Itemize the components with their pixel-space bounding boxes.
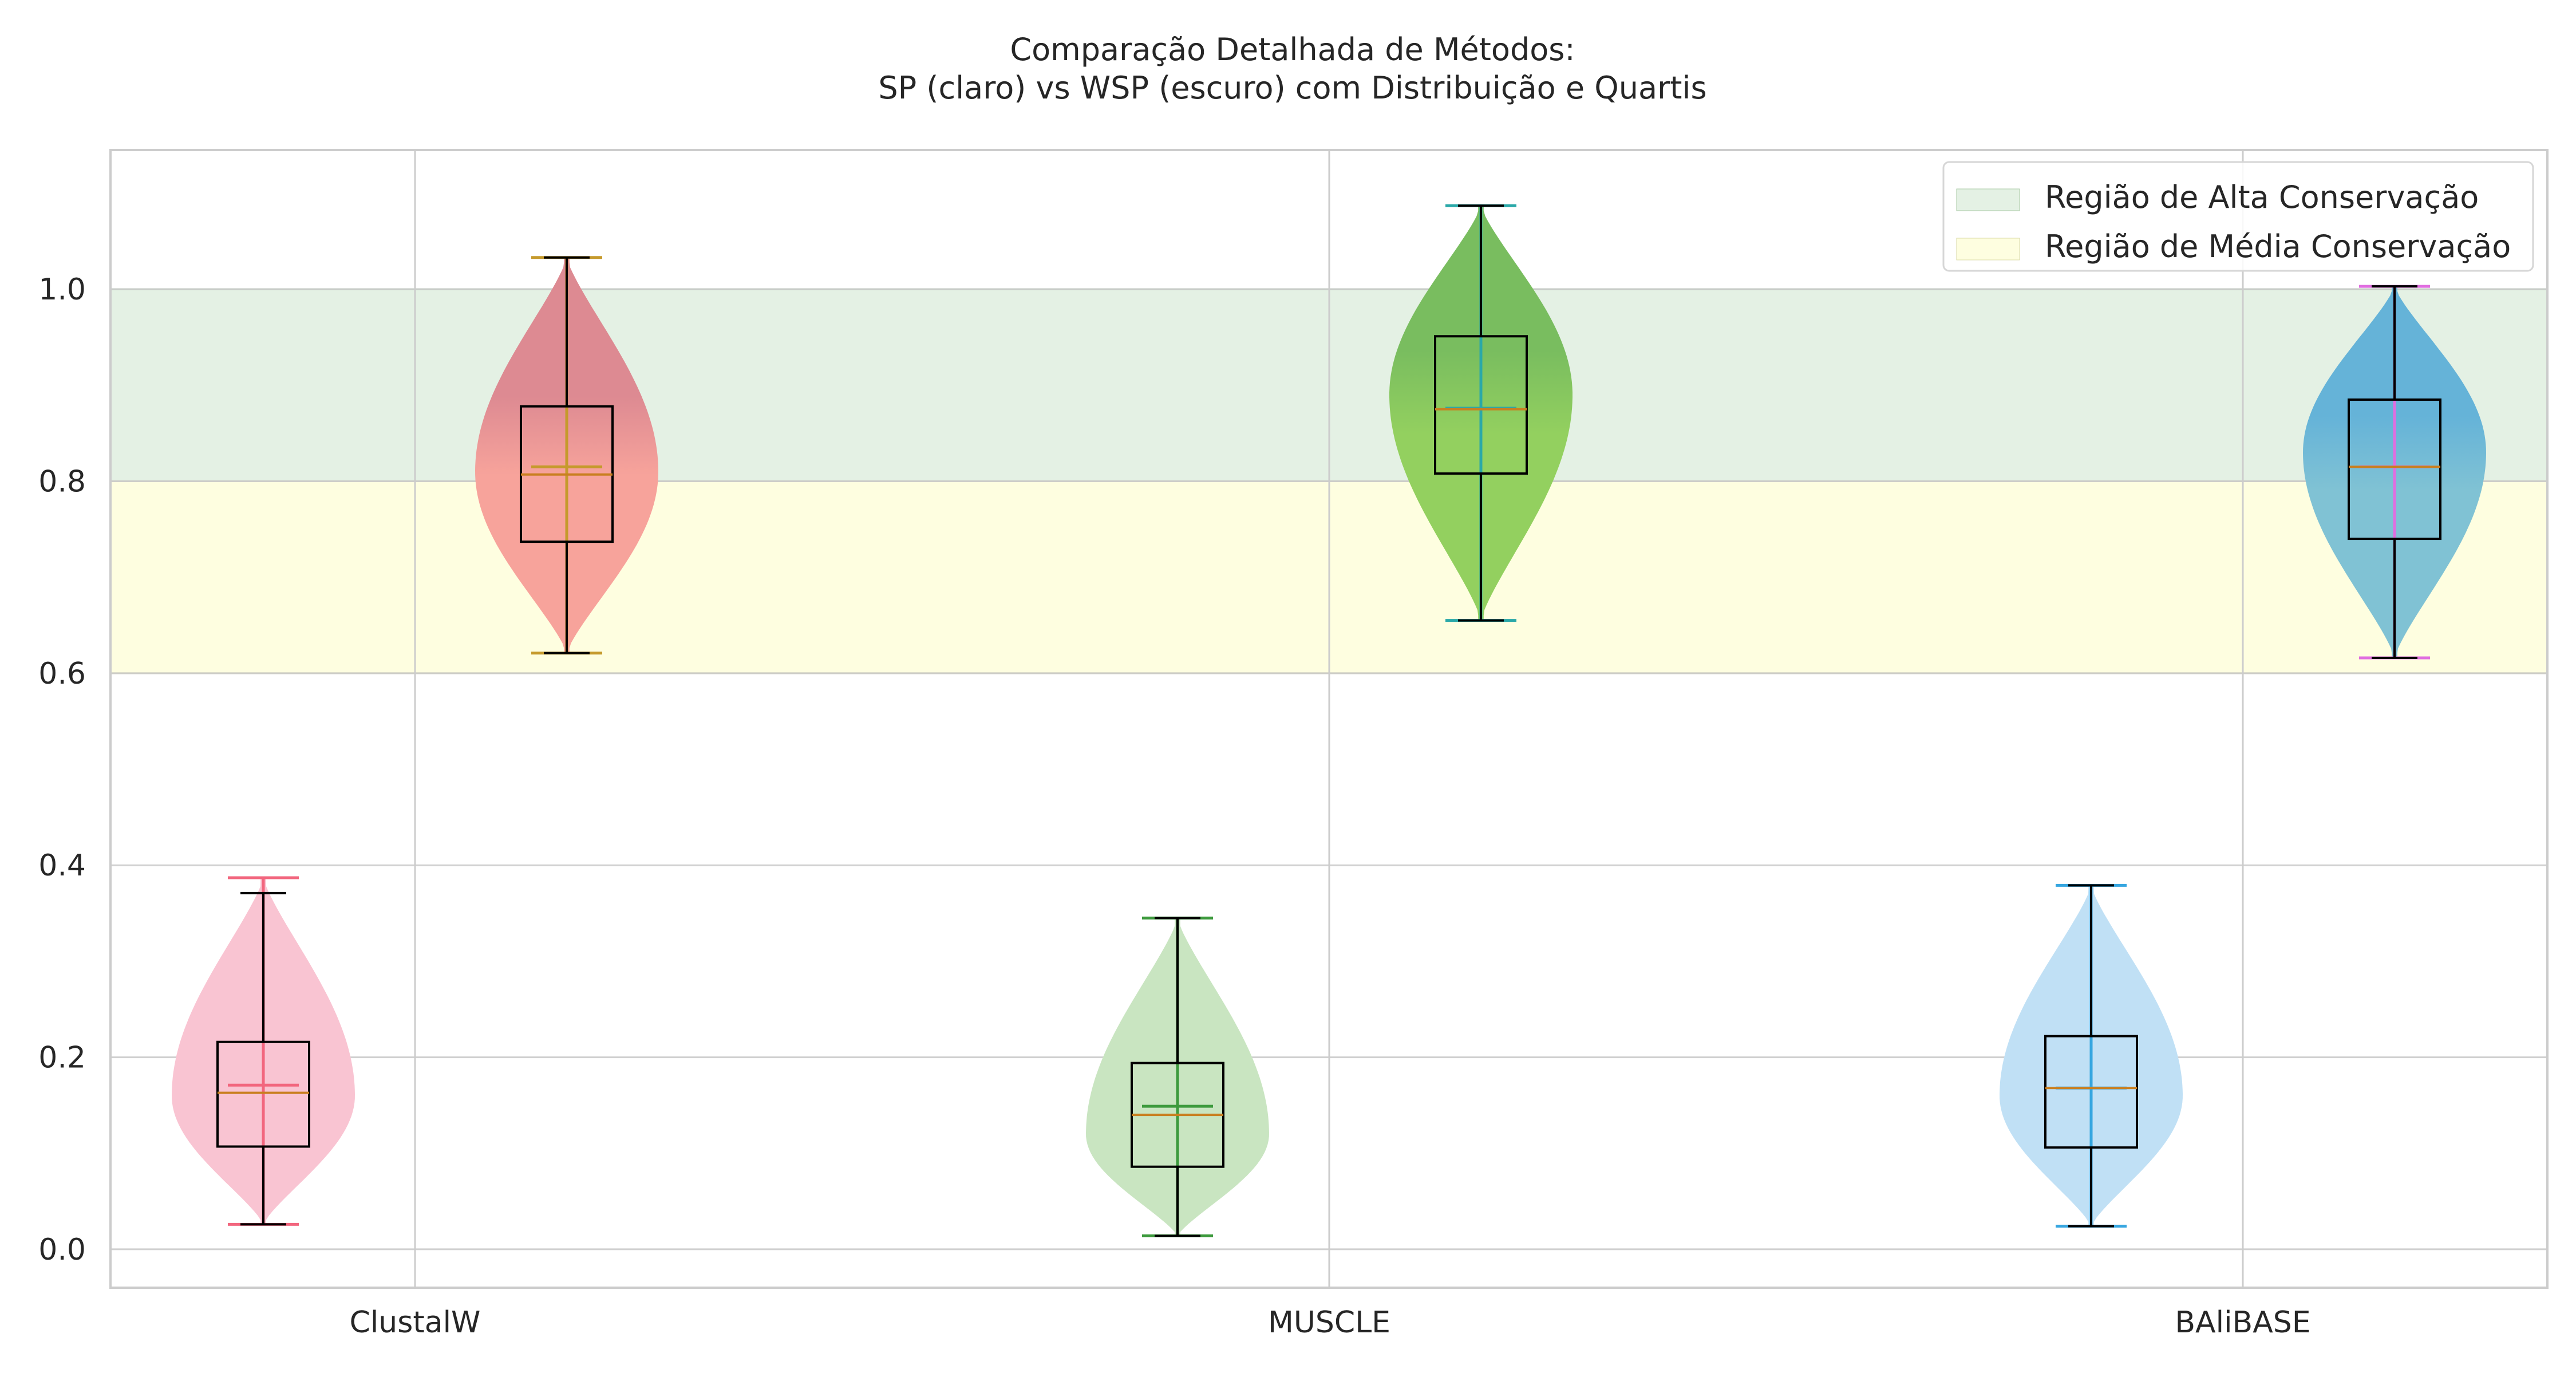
chart-title-line2: SP (claro) vs WSP (escuro) com Distribui…: [878, 70, 1706, 106]
chart-title-line1: Comparação Detalhada de Métodos:: [1010, 31, 1575, 68]
y-tick-label: 0.2: [38, 1041, 86, 1075]
clustalw-sp-box: [216, 1040, 310, 1148]
x-tick-label: BAliBASE: [2175, 1305, 2310, 1340]
legend-label: Região de Média Conservação: [2045, 228, 2511, 265]
boxplots: [216, 204, 2441, 1237]
x-tick-label: ClustalW: [350, 1305, 481, 1340]
plot-frame: [109, 149, 2549, 1289]
axis-ticks: 0.0 0.2 0.4 0.6 0.8 1.0 ClustalW MUSCLE BAliBASE: [38, 273, 2310, 1340]
y-tick-label: 0.4: [38, 849, 86, 883]
legend-box: [1942, 161, 2534, 272]
y-tick-label: 0.6: [38, 657, 86, 691]
balibase-sp-box: [2044, 1035, 2138, 1149]
muscle-wsp-box: [1434, 335, 1528, 475]
legend-swatch: [1956, 238, 2020, 261]
grid-lines: [110, 150, 2547, 1288]
y-tick-label: 0.0: [38, 1233, 86, 1267]
x-tick-label: MUSCLE: [1268, 1305, 1390, 1340]
balibase-wsp-box: [2348, 398, 2441, 540]
legend: Região de Alta Conservação Região de Médi…: [1942, 161, 2534, 272]
legend-label: Região de Alta Conservação: [2045, 179, 2479, 215]
legend-swatch: [1956, 188, 2020, 211]
y-tick-label: 1.0: [38, 273, 86, 307]
y-tick-label: 0.8: [38, 464, 86, 499]
